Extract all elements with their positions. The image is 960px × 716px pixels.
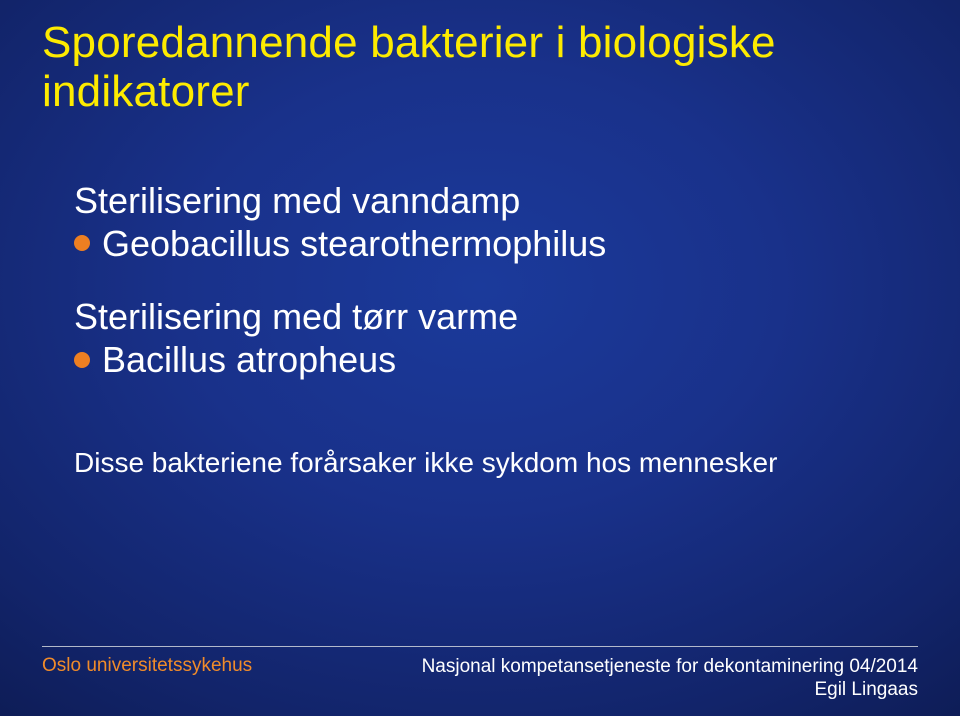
footer-right-line1: Nasjonal kompetansetjeneste for dekontam… bbox=[422, 655, 918, 679]
section2-heading: Sterilisering med tørr varme bbox=[74, 295, 918, 338]
footer-divider bbox=[42, 646, 918, 647]
bullet-icon bbox=[74, 352, 90, 368]
section1-item: Geobacillus stearothermophilus bbox=[74, 222, 918, 265]
footer-right-line2: Egil Lingaas bbox=[422, 678, 918, 702]
section2-item: Bacillus atropheus bbox=[74, 338, 918, 381]
section1-heading: Sterilisering med vanndamp bbox=[74, 179, 918, 222]
section2-item-text: Bacillus atropheus bbox=[102, 338, 396, 381]
slide-footer: Oslo universitetssykehus Nasjonal kompet… bbox=[42, 646, 918, 703]
slide-title: Sporedannende bakterier i biologiske ind… bbox=[42, 18, 918, 117]
footer-left: Oslo universitetssykehus bbox=[42, 655, 252, 677]
footer-right: Nasjonal kompetansetjeneste for dekontam… bbox=[422, 655, 918, 703]
slide: Sporedannende bakterier i biologiske ind… bbox=[0, 0, 960, 716]
slide-content: Sterilisering med vanndamp Geobacillus s… bbox=[42, 179, 918, 482]
slide-note: Disse bakteriene forårsaker ikke sykdom … bbox=[74, 445, 918, 481]
section1-item-text: Geobacillus stearothermophilus bbox=[102, 222, 606, 265]
footer-row: Oslo universitetssykehus Nasjonal kompet… bbox=[42, 655, 918, 703]
bullet-icon bbox=[74, 235, 90, 251]
